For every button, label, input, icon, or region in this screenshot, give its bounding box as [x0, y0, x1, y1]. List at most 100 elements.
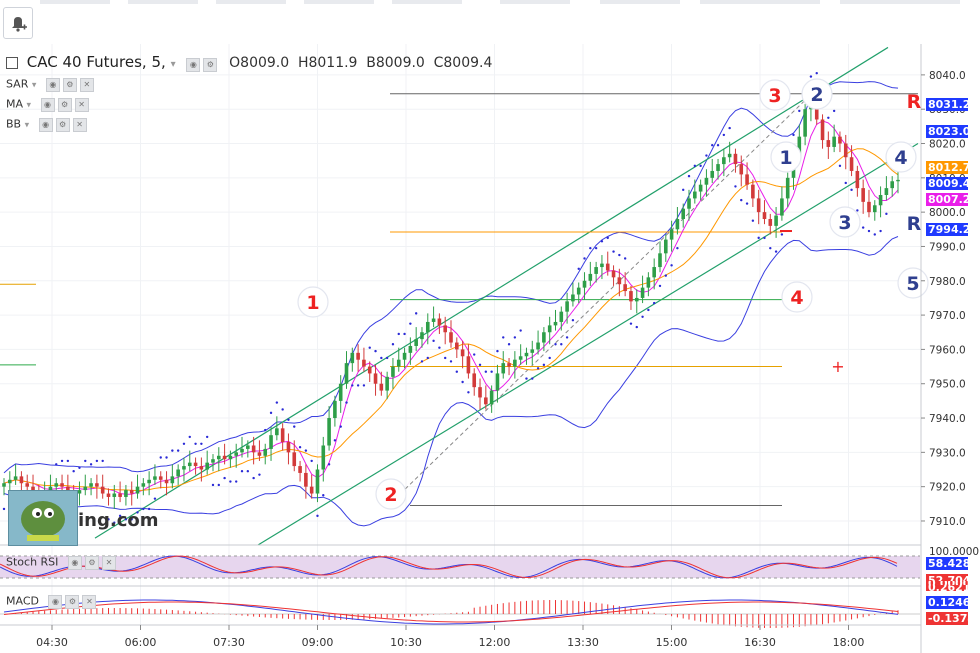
- wave-label: R: [907, 213, 922, 235]
- chevron-down-icon[interactable]: ▾: [31, 80, 37, 91]
- candle-body: [251, 445, 256, 453]
- indicator-tools[interactable]: ◉ ⚙ ✕: [38, 117, 90, 132]
- candle-body: [309, 486, 314, 494]
- collapse-icon[interactable]: [6, 56, 18, 69]
- bb-legend[interactable]: BB ▾ ◉ ⚙ ✕: [6, 117, 90, 132]
- eye-icon[interactable]: ◉: [38, 118, 53, 132]
- eye-icon[interactable]: ◉: [40, 98, 55, 112]
- sar-dot: [629, 322, 633, 325]
- stoch-legend[interactable]: Stoch RSI ◉ ⚙ ✕: [6, 555, 119, 570]
- chevron-down-icon[interactable]: ▾: [170, 59, 176, 70]
- candle-body: [286, 442, 291, 453]
- candle-body: [8, 479, 12, 484]
- candle-body: [327, 418, 331, 446]
- sar-dot: [780, 233, 784, 236]
- sar-dot: [560, 343, 563, 346]
- candle-body: [594, 267, 598, 274]
- settings-icon[interactable]: ⚙: [55, 118, 70, 132]
- candle-body: [385, 376, 389, 391]
- candle-body: [425, 321, 430, 333]
- candle-body: [634, 297, 639, 302]
- sar-dot: [745, 202, 749, 205]
- candle-body: [338, 383, 343, 401]
- indicator-tools[interactable]: ◉ ⚙ ✕: [48, 594, 99, 609]
- candle-body: [193, 462, 198, 467]
- indicator-tools[interactable]: ◉ ⚙ ✕: [67, 555, 119, 570]
- sar-dot: [774, 250, 778, 253]
- sar-dot: [583, 257, 586, 260]
- toolbar-tab[interactable]: [304, 0, 374, 4]
- sar-dot: [171, 449, 174, 452]
- toolbar-tab[interactable]: [840, 0, 960, 4]
- candle-body: [582, 280, 587, 288]
- macd-legend[interactable]: MACD ◉ ⚙ ✕: [6, 594, 99, 609]
- candle-body: [391, 366, 395, 377]
- sar-dot: [327, 463, 331, 466]
- settings-icon[interactable]: ⚙: [84, 556, 99, 570]
- sar-dot: [205, 435, 209, 439]
- price-tag: 8023.0: [926, 125, 971, 138]
- sar-dot: [600, 240, 604, 243]
- settings-icon[interactable]: ⚙: [57, 98, 72, 112]
- sar-dot: [815, 71, 818, 75]
- close-icon[interactable]: ✕: [101, 556, 116, 570]
- close-icon[interactable]: ✕: [79, 78, 94, 92]
- close-icon[interactable]: ✕: [82, 595, 97, 609]
- stoch-d-line: [0, 555, 898, 579]
- legend-tools[interactable]: ◉ ⚙: [186, 53, 220, 72]
- candle-body: [431, 318, 436, 322]
- toolbar-tab[interactable]: [600, 0, 680, 4]
- candle-body: [890, 181, 894, 189]
- sar-dot: [391, 343, 395, 346]
- eye-icon[interactable]: ◉: [186, 58, 201, 72]
- settings-icon[interactable]: ⚙: [65, 595, 80, 609]
- settings-icon[interactable]: ⚙: [203, 58, 218, 72]
- toolbar-tab[interactable]: [392, 0, 462, 4]
- sar-dot: [316, 514, 319, 518]
- eye-icon[interactable]: ◉: [48, 595, 63, 609]
- eye-icon[interactable]: ◉: [67, 556, 82, 570]
- toolbar-tab[interactable]: [128, 0, 198, 4]
- sar-dot: [740, 198, 743, 202]
- bb-lower-line: [3, 236, 899, 527]
- wave-annotations: 1 2 3 4 1 2 3 4 5 R R +: [297, 78, 929, 510]
- bid-value: B8009.0: [366, 55, 425, 71]
- toolbar-tab[interactable]: [700, 0, 820, 4]
- axes: 8040.08030.08020.08010.08000.07990.07980…: [0, 44, 979, 653]
- candle-body: [495, 373, 500, 391]
- candle-body: [785, 177, 790, 199]
- chart-grid: [0, 44, 920, 625]
- close-icon[interactable]: ✕: [72, 118, 87, 132]
- candle-body: [820, 119, 825, 141]
- candle-body: [687, 198, 691, 209]
- sar-dot: [165, 456, 168, 459]
- ma-legend[interactable]: MA ▾ ◉ ⚙ ✕: [6, 97, 92, 112]
- sar-legend[interactable]: SAR ▾ ◉ ⚙ ✕: [6, 77, 97, 92]
- indicator-tools[interactable]: ◉ ⚙ ✕: [45, 77, 97, 92]
- indicator-tools[interactable]: ◉ ⚙ ✕: [40, 97, 92, 112]
- toolbar-tab[interactable]: [500, 0, 570, 4]
- settings-icon[interactable]: ⚙: [62, 78, 77, 92]
- chevron-down-icon[interactable]: ▾: [24, 120, 30, 131]
- sar-dot: [769, 246, 772, 250]
- candle-body: [19, 476, 24, 484]
- crosshair-marker: +: [831, 357, 844, 376]
- sar-dot: [467, 391, 470, 394]
- sar-dot: [734, 185, 737, 188]
- sar-dot: [182, 442, 186, 445]
- moving-averages: [3, 120, 899, 495]
- chevron-down-icon[interactable]: ▾: [26, 100, 32, 111]
- candle-body: [629, 291, 633, 302]
- bb-label: BB: [6, 117, 22, 131]
- close-icon[interactable]: ✕: [74, 98, 89, 112]
- eye-icon[interactable]: ◉: [45, 78, 60, 92]
- watermark-logo: [8, 490, 78, 546]
- toolbar-tab[interactable]: [40, 0, 110, 4]
- toolbar-tab[interactable]: [216, 0, 286, 4]
- candle-body: [373, 373, 378, 384]
- sar-dot: [55, 463, 58, 466]
- wave-label: 3: [838, 212, 851, 234]
- alert-button[interactable]: [3, 7, 33, 39]
- candle-body: [872, 205, 877, 213]
